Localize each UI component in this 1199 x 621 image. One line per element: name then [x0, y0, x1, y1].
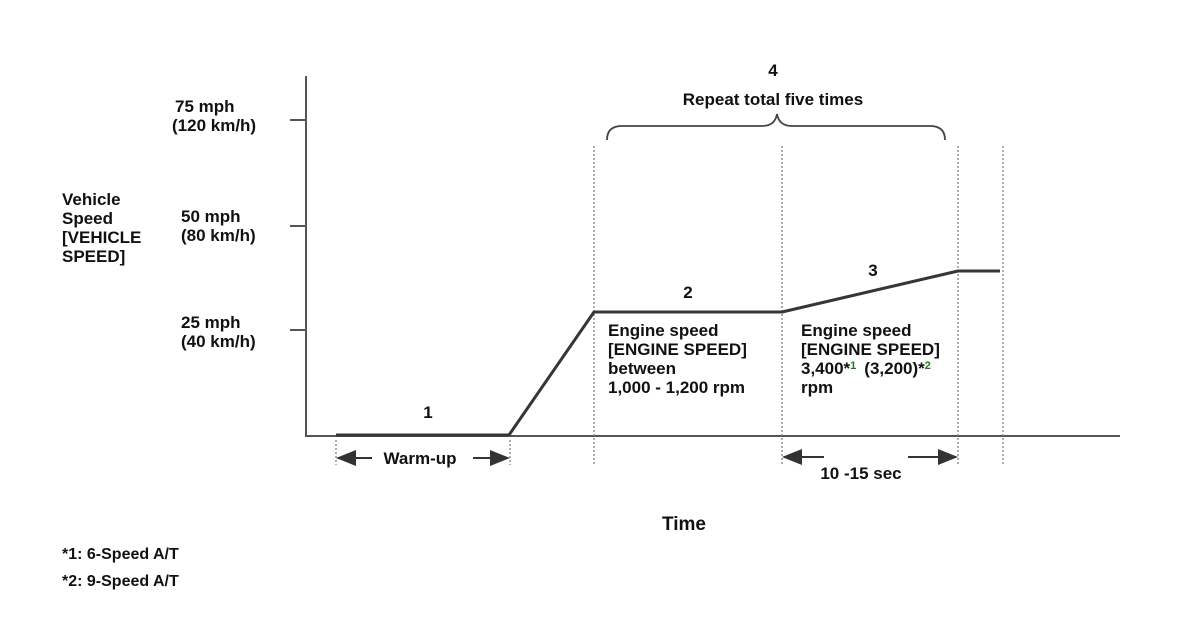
phase-2-number: 2	[683, 283, 692, 302]
y-axis-label: Vehicle Speed [VEHICLE SPEED]	[62, 190, 141, 266]
tick-label: 50 mph	[181, 207, 241, 226]
footnote: *2: 9-Speed A/T	[62, 573, 179, 590]
repeat-label: Repeat total five times	[683, 90, 863, 109]
duration-label: 10 -15 sec	[820, 464, 901, 483]
footnote: *1: 6-Speed A/T	[62, 546, 179, 563]
rpm-6at: 3,400*	[801, 359, 851, 378]
y-label-line: SPEED]	[62, 247, 125, 266]
repeat-brace	[606, 113, 946, 141]
phase-3-number: 3	[868, 261, 877, 280]
phase-3-rpm-values: 3,400*1 (3,200)*2	[801, 359, 931, 378]
speed-trace	[336, 269, 1000, 437]
phase-2-text: between	[608, 359, 676, 378]
phase-3-text: rpm	[801, 378, 833, 397]
phase-4-number: 4	[768, 61, 778, 80]
tick-label: 25 mph	[181, 313, 241, 332]
rpm-9at: (3,200)*	[864, 359, 925, 378]
phase-2-text: 1,000 - 1,200 rpm	[608, 378, 745, 397]
tick-label: (40 km/h)	[181, 332, 256, 351]
y-label-line: [VEHICLE	[62, 228, 141, 247]
tick-label: 75 mph	[175, 97, 235, 116]
phase-1-number: 1	[423, 403, 432, 422]
phase-2-text: [ENGINE SPEED]	[608, 340, 747, 359]
warmup-label: Warm-up	[383, 449, 456, 468]
y-label-line: Vehicle	[62, 190, 121, 209]
tick-label: (120 km/h)	[172, 116, 256, 135]
y-label-line: Speed	[62, 209, 113, 228]
footnote-marker-2: 2	[925, 360, 931, 372]
phase-3-text: [ENGINE SPEED]	[801, 340, 940, 359]
phase-2-text: Engine speed	[608, 321, 719, 340]
footnote-marker-1: 1	[850, 360, 856, 372]
tick-label: (80 km/h)	[181, 226, 256, 245]
phase-3-text: Engine speed	[801, 321, 912, 340]
x-axis-label: Time	[662, 514, 706, 535]
